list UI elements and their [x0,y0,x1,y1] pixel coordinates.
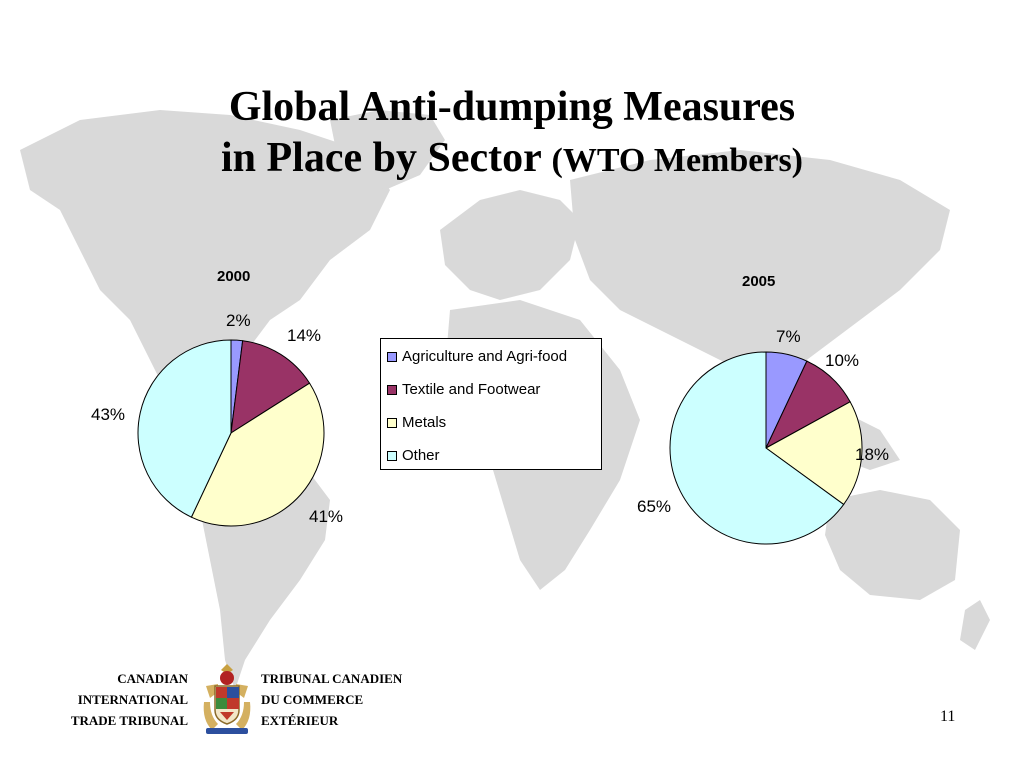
pie-2000-label-metals: 41% [309,507,344,526]
title-line2-sub: (WTO Members) [551,142,803,179]
legend-swatch-other [387,450,397,461]
legend-swatch-textile [387,384,397,395]
legend-item-textile: Textile and Footwear [387,381,540,398]
pie-2000-slice-metals [190,382,325,527]
pie-2000-label-other: 43% [91,405,126,424]
map-new-zealand [960,600,990,650]
pie-2005-slice-metals [765,401,863,506]
pie-chart-2000 [137,339,325,527]
legend-label-metals: Metals [402,414,447,431]
chart-2005-title: 2005 [742,273,776,290]
map-asia [570,150,950,380]
pie-2005-label-metals: 18% [855,445,890,464]
chart-2000-title: 2000 [217,268,251,285]
coat-of-arms-icon [203,664,251,734]
legend-item-metals: Metals [387,414,446,431]
org-name-english: CANADIAN INTERNATIONAL TRADE TRIBUNAL [71,668,188,731]
legend-label-agriculture: Agriculture and Agri-food [402,348,568,365]
legend-item-agriculture: Agriculture and Agri-food [387,348,567,365]
pie-2000-slice-other [137,339,232,518]
org-en-line2: INTERNATIONAL [77,692,188,707]
pie-2000-slice-textile [230,340,311,434]
org-en-line1: CANADIAN [117,671,188,686]
map-greenland [330,110,445,190]
map-australia [825,490,960,600]
org-name-french: TRIBUNAL CANADIEN DU COMMERCE EXTÉRIEUR [261,668,402,731]
pie-2000-label-agriculture: 2% [226,311,251,330]
pie-2005-label-textile: 10% [825,351,860,370]
pie-2005-label-other: 65% [637,497,672,516]
pie-2005-slice-other [669,351,845,545]
pie-2000-label-textile: 14% [287,326,322,345]
title-line1: Global Anti-dumping Measures [228,84,796,130]
title-line2: in Place by Sector (WTO Members) [0,132,1024,187]
page-number: 11 [940,708,956,725]
org-fr-line1: TRIBUNAL CANADIEN [261,671,403,686]
map-europe [440,190,580,300]
title-line2-main: in Place by Sector [221,135,542,181]
org-fr-line2: DU COMMERCE [261,692,364,707]
slide-title: Global Anti-dumping Measures in Place by… [0,82,1024,187]
org-en-line3: TRADE TRIBUNAL [70,713,188,728]
legend-swatch-agriculture [387,351,397,362]
pie-chart-2005 [669,351,863,545]
legend-swatch-metals [387,417,397,428]
legend-label-other: Other [402,447,440,464]
legend-label-textile: Textile and Footwear [402,381,541,398]
map-north-america [20,110,390,420]
legend-item-other: Other [387,447,440,464]
org-fr-line3: EXTÉRIEUR [261,713,339,728]
pie-2005-label-agriculture: 7% [776,327,801,346]
chart-legend: Agriculture and Agri-food Textile and Fo… [380,338,602,470]
